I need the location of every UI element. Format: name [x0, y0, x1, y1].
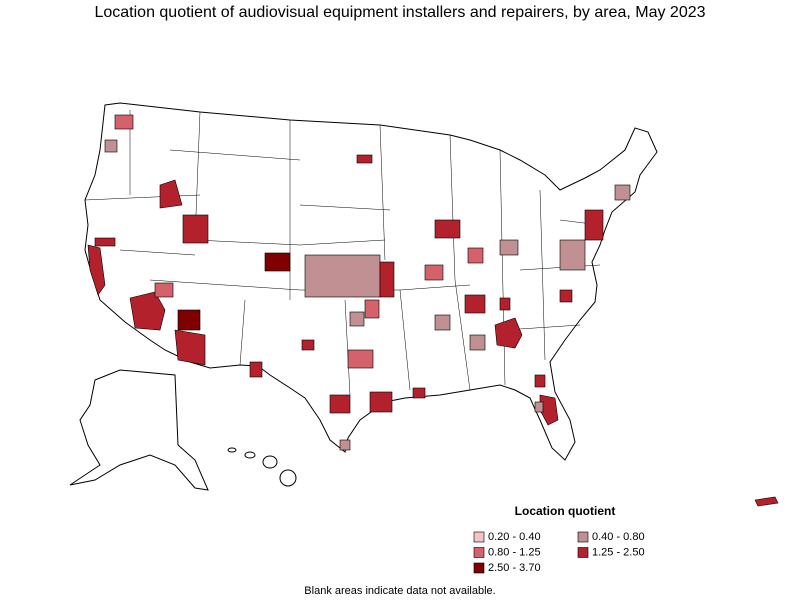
area [469, 334, 486, 351]
legend-items: 0.20 - 0.40 0.40 - 0.80 0.80 - 1.25 1.25 - … [473, 531, 645, 574]
area [467, 247, 484, 264]
footnote: Blank areas indicate data not available. [304, 585, 495, 597]
legend-label: 0.80 - 1.25 [488, 546, 541, 558]
area [434, 219, 461, 239]
legend-label: 2.50 - 3.70 [488, 562, 541, 574]
area [434, 314, 451, 331]
area [349, 311, 365, 327]
area [94, 237, 116, 247]
area [499, 297, 511, 311]
area [559, 239, 586, 271]
area [754, 496, 779, 507]
map [69, 102, 779, 507]
area [159, 179, 183, 209]
area [534, 374, 546, 388]
area [339, 439, 351, 451]
area [584, 209, 604, 241]
legend-label: 1.25 - 2.50 [592, 546, 645, 558]
hawaii-island [279, 469, 297, 487]
area [304, 254, 381, 298]
area [534, 401, 544, 413]
area [356, 154, 373, 164]
area [174, 329, 206, 366]
hawaii-island [244, 451, 256, 459]
area [104, 139, 118, 153]
legend-swatch [577, 547, 589, 558]
legend-label: 0.40 - 0.80 [592, 531, 645, 543]
area [499, 239, 519, 256]
area [264, 252, 291, 272]
area [329, 394, 351, 414]
legend-swatch [577, 531, 589, 543]
area [364, 299, 380, 319]
legend-swatch [473, 547, 485, 558]
hawaii-island [227, 447, 237, 453]
legend-swatch [473, 531, 485, 543]
area [379, 261, 395, 298]
hawaii-island [262, 455, 278, 469]
map-regions [87, 114, 779, 507]
legend-label: 0.20 - 0.40 [488, 531, 541, 543]
area [412, 387, 426, 399]
area [114, 114, 134, 130]
legend: Location quotient 0.20 - 0.40 0.40 - 0.80… [473, 504, 645, 574]
legend-title: Location quotient [515, 504, 616, 518]
area [301, 339, 315, 351]
area [464, 294, 486, 314]
area [347, 349, 374, 369]
area [424, 264, 444, 281]
area [129, 291, 166, 331]
area [559, 289, 573, 303]
area [249, 361, 263, 378]
area [182, 214, 209, 244]
area [154, 282, 174, 298]
area [494, 317, 523, 349]
area [369, 391, 393, 413]
map-title: Location quotient of audiovisual equipme… [94, 4, 705, 21]
area [87, 244, 106, 296]
legend-swatch [473, 562, 485, 574]
alaska [69, 369, 209, 491]
area [614, 184, 631, 201]
area [177, 309, 201, 331]
